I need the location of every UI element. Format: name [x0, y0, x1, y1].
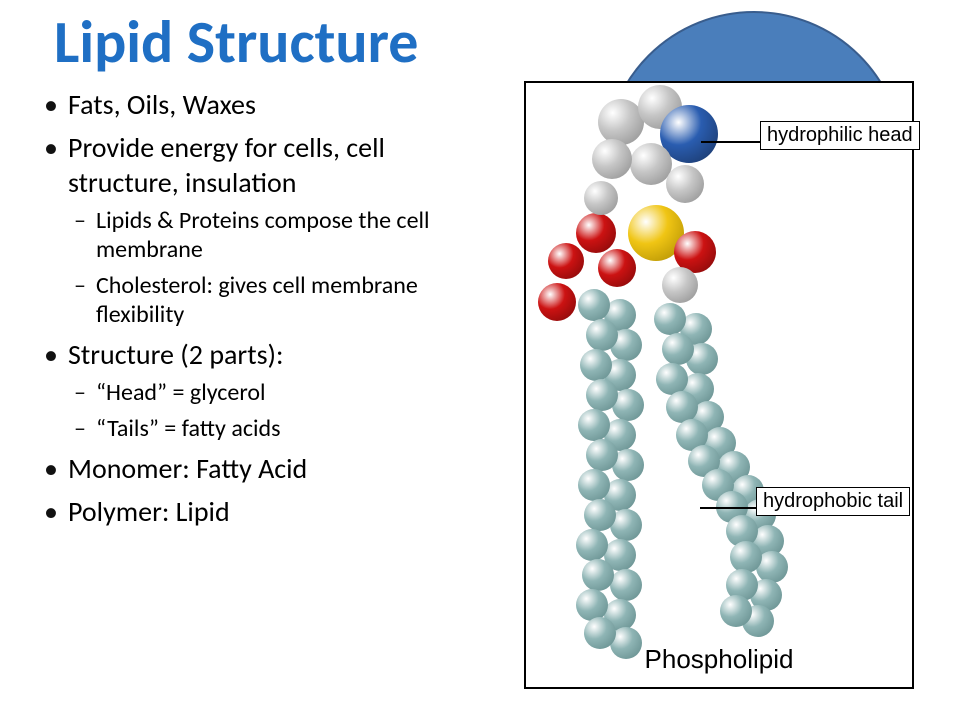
list-item: Polymer: Lipid — [44, 494, 474, 529]
sub-list: “Head” = glycerol “Tails” = fatty acids — [74, 378, 474, 443]
atom-sphere — [576, 529, 608, 561]
sub-list: Lipids & Proteins compose the cell membr… — [74, 206, 474, 329]
atom-sphere — [654, 303, 686, 335]
list-item: Monomer: Fatty Acid — [44, 451, 474, 486]
callout-label: hydrophilic head — [760, 121, 920, 150]
content-row: Fats, Oils, Waxes Provide energy for cell… — [0, 87, 960, 537]
atom-sphere — [578, 469, 610, 501]
phospholipid-diagram: hydrophilic headhydrophobic tailPhosphol… — [524, 81, 914, 689]
sub-bullet-text: Lipids & Proteins compose the cell membr… — [96, 206, 430, 264]
atom-sphere — [662, 333, 694, 365]
atom-sphere — [720, 595, 752, 627]
atom-sphere — [610, 569, 642, 601]
bullet-list: Fats, Oils, Waxes Provide energy for cell… — [44, 87, 474, 529]
bullet-panel: Fats, Oils, Waxes Provide energy for cell… — [44, 87, 474, 537]
sub-list-item: Lipids & Proteins compose the cell membr… — [74, 206, 474, 265]
bullet-text: Fats, Oils, Waxes — [68, 87, 256, 122]
atom-sphere — [576, 213, 616, 253]
atom-sphere — [584, 181, 618, 215]
list-item: Provide energy for cells, cell structure… — [44, 130, 474, 329]
sub-list-item: “Head” = glycerol — [74, 378, 474, 407]
atom-sphere — [592, 139, 632, 179]
callout-line — [700, 507, 760, 509]
atom-sphere — [586, 439, 618, 471]
atom-sphere — [580, 349, 612, 381]
atom-sphere — [666, 165, 704, 203]
diagram-inner: hydrophilic headhydrophobic tailPhosphol… — [526, 83, 912, 687]
sub-list-item: “Tails” = fatty acids — [74, 414, 474, 443]
bullet-text: Structure (2 parts): — [68, 337, 284, 372]
atom-sphere — [576, 589, 608, 621]
sub-list-item: Cholesterol: gives cell membrane flexibi… — [74, 271, 474, 330]
atom-sphere — [584, 499, 616, 531]
sub-bullet-text: “Head” = glycerol — [96, 378, 266, 407]
bullet-text: Monomer: Fatty Acid — [68, 451, 307, 486]
diagram-caption: Phospholipid — [526, 644, 912, 675]
atom-sphere — [586, 319, 618, 351]
sub-bullet-text: Cholesterol: gives cell membrane flexibi… — [96, 271, 418, 329]
callout-line — [701, 141, 764, 143]
atom-sphere — [730, 541, 762, 573]
atom-sphere — [582, 559, 614, 591]
atom-sphere — [578, 409, 610, 441]
list-item: Fats, Oils, Waxes — [44, 87, 474, 122]
atom-sphere — [586, 379, 618, 411]
callout-label: hydrophobic tail — [756, 487, 910, 516]
bullet-text: Provide energy for cells, cell structure… — [68, 130, 385, 200]
atom-sphere — [662, 267, 698, 303]
list-item: Structure (2 parts): “Head” = glycerol “Ta… — [44, 337, 474, 443]
bullet-text: Polymer: Lipid — [68, 494, 230, 529]
sub-bullet-text: “Tails” = fatty acids — [96, 414, 280, 443]
atom-sphere — [538, 283, 576, 321]
atom-sphere — [548, 243, 584, 279]
atom-sphere — [578, 289, 610, 321]
diagram-panel: hydrophilic headhydrophobic tailPhosphol… — [474, 87, 944, 537]
atom-sphere — [598, 249, 636, 287]
